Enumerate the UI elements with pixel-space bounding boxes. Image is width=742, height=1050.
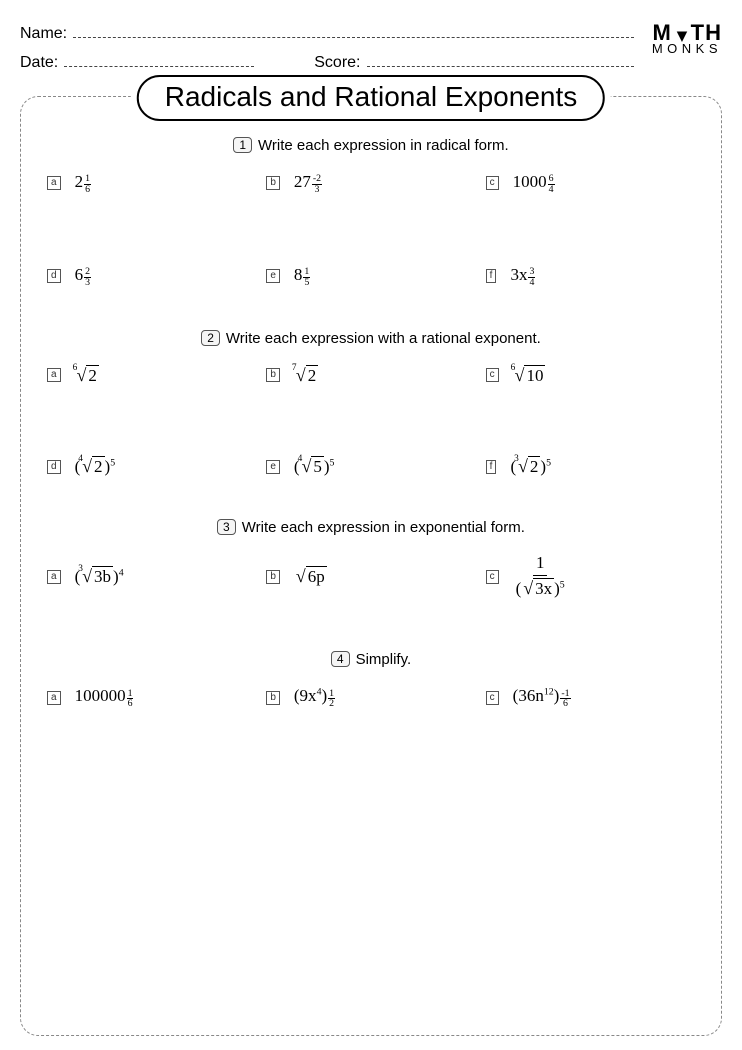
section-number: 2 — [201, 330, 220, 346]
section-3: 3Write each expression in exponential fo… — [47, 519, 695, 599]
problem-item: b √6p — [266, 554, 475, 599]
problem-item: e 815 — [266, 265, 475, 288]
item-letter: b — [266, 368, 280, 382]
math-expression: √6p — [294, 566, 327, 587]
math-expression: 100064 — [513, 172, 555, 195]
section-4: 4Simplify. a 10000016 b (9x4)12 c (36n12)-16 — [47, 651, 695, 709]
problem-item: b (9x4)12 — [266, 686, 475, 709]
item-letter: a — [47, 176, 61, 190]
problem-item: a 6√2 — [47, 365, 256, 386]
item-letter: d — [47, 460, 61, 474]
problem-item: b 27-23 — [266, 172, 475, 195]
math-expression: (4√5)5 — [294, 456, 335, 477]
math-expression: (36n12)-16 — [513, 686, 571, 709]
header-fields: Name: Date: Score: — [20, 24, 634, 82]
item-letter: c — [486, 570, 499, 584]
section-number: 1 — [233, 137, 252, 153]
name-row: Name: — [20, 24, 634, 43]
triangle-icon: ▲ — [672, 29, 691, 44]
title-wrap: Radicals and Rational Exponents — [131, 75, 611, 121]
problem-item: c 100064 — [486, 172, 695, 195]
date-input-line[interactable] — [64, 53, 254, 67]
section-instruction: 1Write each expression in radical form. — [47, 137, 695, 154]
problem-item: c 1(√3x)5 — [486, 554, 695, 599]
item-letter: a — [47, 691, 61, 705]
item-letter: a — [47, 368, 61, 382]
problem-item: f (3√2)5 — [486, 456, 695, 477]
name-label: Name: — [20, 25, 67, 43]
item-letter: b — [266, 570, 280, 584]
score-label: Score: — [314, 54, 360, 72]
section-instruction: 4Simplify. — [47, 651, 695, 668]
problem-item: a 10000016 — [47, 686, 256, 709]
section-1: 1Write each expression in radical form. a… — [47, 137, 695, 288]
name-input-line[interactable] — [73, 24, 634, 38]
math-expression: 6√2 — [75, 365, 99, 386]
math-expression: 216 — [75, 172, 91, 195]
item-letter: c — [486, 176, 499, 190]
math-expression: 6√10 — [513, 365, 546, 386]
math-expression: 27-23 — [294, 172, 322, 195]
item-letter: e — [266, 460, 280, 474]
math-expression: 10000016 — [75, 686, 134, 709]
brand-logo: M▲TH MONKS — [652, 24, 722, 54]
problem-item: c (36n12)-16 — [486, 686, 695, 709]
math-expression: 815 — [294, 265, 310, 288]
item-letter: f — [486, 269, 497, 283]
problem-item: d (4√2)5 — [47, 456, 256, 477]
math-expression: (3√2)5 — [510, 456, 551, 477]
item-letter: f — [486, 460, 497, 474]
math-expression: 1(√3x)5 — [513, 554, 568, 599]
math-expression: (9x4)12 — [294, 686, 335, 709]
item-letter: a — [47, 570, 61, 584]
problem-item: d 623 — [47, 265, 256, 288]
date-score-row: Date: Score: — [20, 53, 634, 72]
math-expression: 7√2 — [294, 365, 318, 386]
item-letter: b — [266, 691, 280, 705]
problem-item: f 3x34 — [486, 265, 695, 288]
section-number: 3 — [217, 519, 236, 535]
problem-grid: a (3√3b)4 b √6p c 1(√3x)5 — [47, 554, 695, 599]
section-instruction: 2Write each expression with a rational e… — [47, 330, 695, 347]
header: Name: Date: Score: M▲TH MONKS — [20, 24, 722, 82]
item-letter: c — [486, 368, 499, 382]
problem-item: b 7√2 — [266, 365, 475, 386]
item-letter: b — [266, 176, 280, 190]
problem-grid: a 10000016 b (9x4)12 c (36n12)-16 — [47, 686, 695, 709]
problem-item: a 216 — [47, 172, 256, 195]
math-expression: 3x34 — [510, 265, 535, 288]
section-number: 4 — [331, 651, 350, 667]
section-2: 2Write each expression with a rational e… — [47, 330, 695, 478]
date-label: Date: — [20, 54, 58, 72]
problem-grid: a 6√2 b 7√2 c 6√10 d (4√2)5 e (4√5)5 f (3√2)5 — [47, 365, 695, 478]
problem-item: c 6√10 — [486, 365, 695, 386]
math-expression: (3√3b)4 — [75, 566, 124, 587]
item-letter: e — [266, 269, 280, 283]
section-instruction: 3Write each expression in exponential fo… — [47, 519, 695, 536]
worksheet-title: Radicals and Rational Exponents — [137, 75, 605, 121]
score-input-line[interactable] — [367, 53, 634, 67]
item-letter: d — [47, 269, 61, 283]
problem-item: e (4√5)5 — [266, 456, 475, 477]
math-expression: (4√2)5 — [75, 456, 116, 477]
problem-grid: a 216 b 27-23 c 100064 d 623 e 815 f 3x34 — [47, 172, 695, 288]
problem-item: a (3√3b)4 — [47, 554, 256, 599]
math-expression: 623 — [75, 265, 91, 288]
worksheet-frame: Radicals and Rational Exponents 1Write e… — [20, 96, 722, 1036]
item-letter: c — [486, 691, 499, 705]
